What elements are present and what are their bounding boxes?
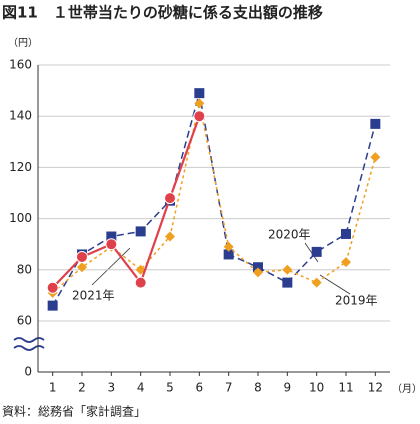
series-label: 2020年	[268, 228, 311, 242]
x-tick-label: 8	[254, 381, 262, 395]
marker	[282, 277, 293, 288]
series-label: 2019年	[335, 294, 378, 308]
marker	[341, 257, 351, 268]
leader-line	[91, 247, 131, 286]
leader-line	[304, 242, 319, 263]
x-tick-label: 3	[108, 381, 116, 395]
x-tick-label: 2	[78, 381, 86, 395]
x-tick-label: 11	[338, 381, 353, 395]
x-tick-label: 1	[49, 381, 57, 395]
marker	[105, 238, 118, 251]
y-tick-label: 140	[9, 109, 32, 123]
y-tick-label: 160	[9, 58, 32, 72]
marker	[47, 300, 58, 311]
series-line	[52, 92, 377, 307]
marker	[253, 262, 263, 273]
y-unit: （円）	[8, 37, 38, 49]
y-tick-label: 60	[17, 314, 32, 328]
x-tick-label: 6	[196, 381, 204, 395]
series-line	[52, 103, 377, 294]
marker	[194, 98, 205, 109]
break-wave	[13, 345, 45, 351]
marker	[282, 264, 293, 275]
source: 資料：総務省「家計調査」	[2, 404, 146, 419]
x-tick-label: 12	[368, 381, 383, 395]
marker	[193, 110, 206, 123]
marker	[165, 231, 175, 242]
x-unit: （月）	[392, 383, 420, 395]
marker	[46, 281, 59, 294]
series-line	[51, 115, 201, 289]
marker	[106, 231, 117, 242]
marker	[135, 226, 146, 237]
marker	[194, 88, 205, 99]
x-tick-label: 5	[166, 381, 174, 395]
marker	[76, 251, 88, 263]
marker	[253, 267, 263, 278]
marker	[223, 241, 234, 252]
leader-line	[319, 274, 351, 295]
break-wave	[13, 337, 45, 343]
marker	[311, 277, 322, 288]
marker	[311, 246, 322, 257]
y-tick-label: 0	[24, 365, 32, 379]
marker	[134, 276, 147, 289]
y-tick-label: 120	[9, 160, 32, 174]
marker	[77, 262, 87, 273]
marker	[370, 118, 381, 129]
x-tick-label: 10	[309, 381, 324, 395]
series-label: 2021年	[72, 289, 115, 303]
y-tick-label: 100	[9, 211, 32, 225]
x-tick-label: 7	[225, 381, 233, 395]
leaders	[91, 242, 351, 295]
marker	[223, 249, 234, 260]
axis-break	[13, 337, 45, 351]
y-tick-label: 80	[17, 262, 32, 276]
marker	[164, 192, 176, 205]
marker	[341, 228, 351, 239]
x-tick-label: 4	[137, 381, 145, 395]
x-tick-label: 9	[284, 381, 292, 395]
chart-title: 図11 １世帯当たりの砂糖に係る支出額の推移	[2, 4, 323, 22]
marker	[370, 152, 381, 163]
